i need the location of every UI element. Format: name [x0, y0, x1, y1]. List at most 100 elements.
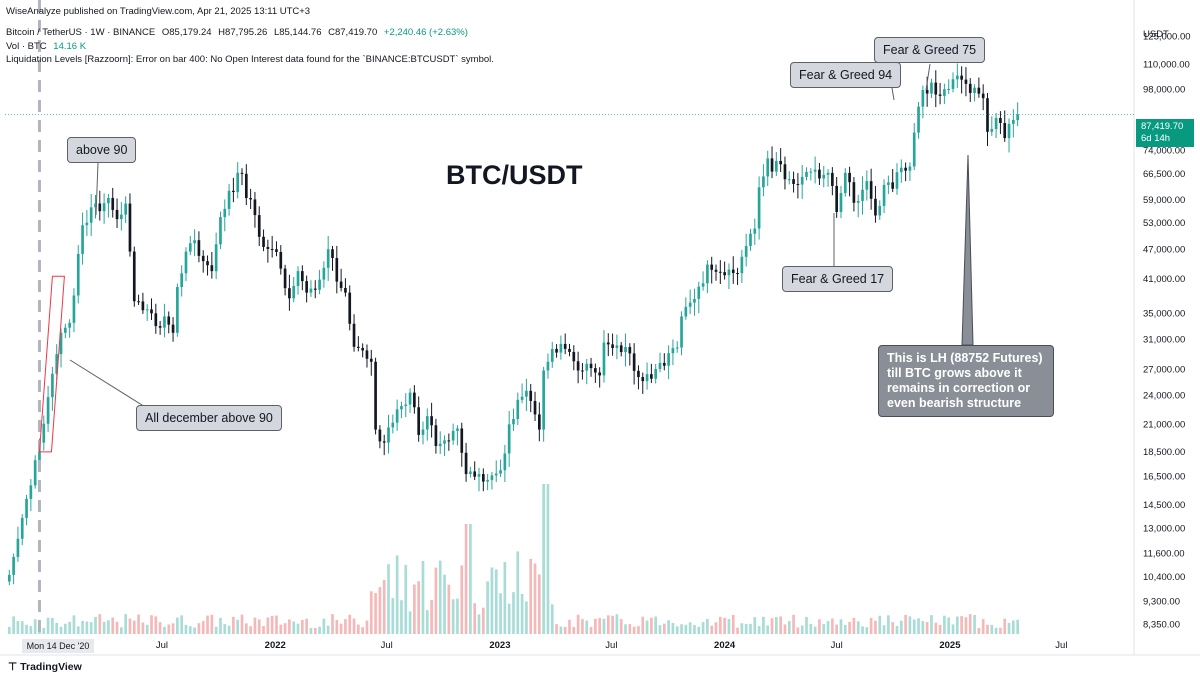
- tv-logo-icon: ⊤: [8, 661, 18, 673]
- candle: [107, 193, 110, 218]
- volume-bar: [714, 622, 718, 634]
- candle: [42, 415, 46, 451]
- candle: [300, 265, 304, 291]
- tradingview-logo[interactable]: ⊤ TradingView: [8, 661, 82, 673]
- annotation-above-90[interactable]: above 90: [67, 137, 137, 163]
- volume-bar: [822, 624, 826, 634]
- volume-bar: [615, 614, 619, 634]
- candle: [451, 423, 455, 445]
- volume-bar: [391, 598, 395, 634]
- annotation-fg-94[interactable]: Fear & Greed 94: [790, 62, 902, 88]
- december-highlight-box: [38, 275, 65, 453]
- indicator-error-line[interactable]: Liquidation Levels [Razzoorn]: Error on …: [6, 54, 494, 65]
- candle: [550, 341, 554, 368]
- symbol-name[interactable]: Bitcoin / TetherUS · 1W · BINANCE: [6, 27, 156, 38]
- candle-body: [891, 182, 895, 189]
- volume-bar: [762, 616, 765, 634]
- candle-body: [770, 158, 774, 172]
- candle-body: [529, 390, 533, 401]
- annotation-fg-17[interactable]: Fear & Greed 17: [782, 266, 894, 292]
- candle: [46, 385, 50, 433]
- axis-currency[interactable]: USDT: [1143, 29, 1169, 40]
- candle-body: [581, 370, 584, 372]
- candle-body: [641, 377, 645, 382]
- candle: [753, 218, 757, 245]
- volume-bar: [425, 610, 429, 634]
- candle: [1016, 102, 1019, 127]
- candle-body: [835, 185, 839, 212]
- volume-bar: [124, 614, 127, 634]
- candle-body: [632, 353, 636, 371]
- candle: [132, 246, 136, 307]
- volume-label[interactable]: Vol · BTC: [6, 41, 47, 52]
- candle: [128, 193, 132, 257]
- candle-body: [856, 200, 860, 203]
- volume-bar: [335, 620, 339, 634]
- volume-bar: [451, 599, 455, 634]
- candle-body: [279, 251, 283, 269]
- candle: [697, 281, 701, 314]
- candle-body: [313, 288, 317, 290]
- volume-bar: [753, 617, 757, 634]
- volume-value: 14.16 K: [53, 41, 87, 52]
- volume-bar: [869, 617, 873, 634]
- volume-bar: [12, 616, 15, 634]
- annotation-december[interactable]: All december above 90: [136, 405, 282, 431]
- annotation-fg-75[interactable]: Fear & Greed 75: [874, 37, 986, 63]
- candle-body: [525, 390, 528, 397]
- candle-body: [904, 167, 907, 171]
- volume-bar: [188, 626, 192, 634]
- volume-bar: [930, 615, 933, 634]
- candle-body: [102, 203, 106, 212]
- volume-bar: [977, 627, 981, 634]
- candle: [417, 396, 421, 442]
- candle-body: [94, 203, 97, 208]
- candle: [938, 83, 942, 105]
- candle: [671, 339, 675, 366]
- candle-body: [908, 166, 912, 171]
- volume-bar: [42, 627, 46, 634]
- volume-bar: [400, 600, 403, 634]
- volume-bar: [51, 617, 54, 634]
- volume-bar: [214, 626, 218, 634]
- candle: [637, 365, 640, 390]
- candle: [469, 466, 472, 478]
- candle-body: [662, 362, 666, 366]
- volume-bar: [667, 620, 670, 634]
- volume-bar: [348, 614, 352, 634]
- price-tick-label: 74,000.00: [1143, 146, 1185, 157]
- volume-bar: [925, 621, 929, 634]
- candle-body: [977, 87, 981, 94]
- volume-bar: [456, 598, 459, 634]
- volume-bar: [357, 624, 360, 634]
- volume-bar: [473, 603, 477, 634]
- candle: [542, 366, 545, 442]
- volume-bar: [326, 625, 330, 634]
- candle: [150, 298, 153, 320]
- candle-body: [766, 158, 770, 177]
- candle-body: [503, 453, 507, 471]
- annotation-lh-note[interactable]: This is LH (88752 Futures) till BTC grow…: [878, 345, 1054, 417]
- candle: [111, 187, 115, 218]
- candle-body: [188, 243, 192, 252]
- volume-bar: [934, 622, 938, 634]
- candle: [197, 231, 201, 263]
- candle-body: [852, 182, 856, 203]
- volume-bar: [891, 622, 895, 634]
- volume-bar: [421, 560, 425, 634]
- volume-bar: [658, 625, 662, 634]
- volume-bar: [852, 617, 856, 634]
- volume-bar: [132, 620, 136, 634]
- candle: [481, 468, 485, 492]
- candle-body: [382, 441, 386, 443]
- candle: [882, 179, 886, 214]
- volume-bar: [1016, 619, 1019, 634]
- candle: [757, 176, 761, 240]
- candle: [434, 418, 438, 454]
- candle: [809, 168, 813, 181]
- candle-body: [645, 374, 649, 382]
- volume-bar: [352, 618, 356, 634]
- volume-bar: [555, 624, 558, 634]
- candle: [856, 194, 860, 218]
